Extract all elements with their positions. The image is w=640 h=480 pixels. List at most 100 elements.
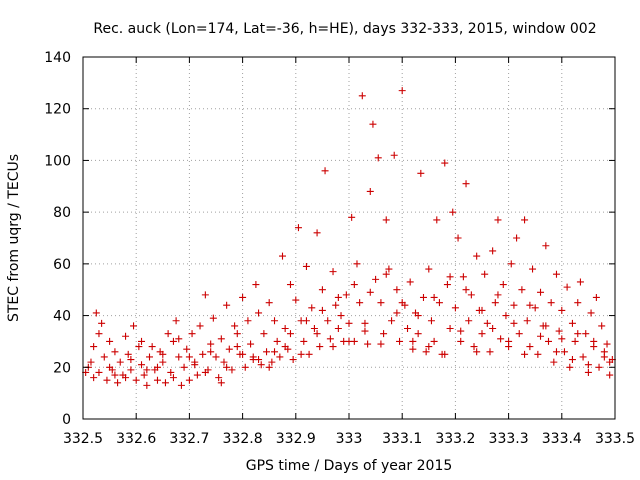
data-point (507, 260, 515, 268)
x-axis-label: GPS time / Days of year 2015 (246, 458, 453, 474)
data-point (233, 343, 241, 351)
x-tick-label: 332.8 (223, 431, 263, 447)
data-point (606, 358, 614, 366)
data-point (563, 283, 571, 291)
data-point (348, 213, 356, 221)
data-point (111, 348, 119, 356)
data-point (268, 358, 276, 366)
data-point (592, 293, 600, 301)
data-point (111, 371, 119, 379)
data-point (446, 325, 454, 332)
data-point (175, 335, 183, 343)
data-point (332, 301, 340, 309)
data-point (494, 291, 502, 299)
data-point (361, 327, 369, 335)
data-point (552, 270, 560, 278)
data-point (478, 330, 486, 338)
data-point (465, 317, 473, 325)
data-point (462, 286, 470, 294)
y-tick-label: 40 (53, 309, 71, 325)
data-point (305, 350, 313, 358)
data-point (510, 319, 518, 327)
data-point (106, 363, 114, 371)
data-point (185, 376, 193, 384)
data-point (342, 291, 350, 299)
data-point (590, 337, 598, 345)
data-point (95, 330, 103, 338)
data-point (441, 350, 449, 358)
data-point (531, 304, 539, 312)
data-point (103, 376, 111, 384)
chart-title: Rec. auck (Lon=174, Lat=-36, h=HE), days… (93, 21, 596, 37)
data-point (545, 337, 552, 345)
y-tick-label: 80 (53, 205, 71, 221)
data-point (414, 312, 422, 320)
data-point (318, 286, 326, 294)
data-point (98, 319, 106, 327)
data-point (505, 337, 513, 345)
data-point (132, 376, 140, 384)
data-point (180, 363, 188, 371)
data-point (297, 350, 305, 358)
data-point (603, 340, 611, 348)
data-point (425, 265, 433, 273)
data-point (574, 330, 582, 338)
data-point (271, 348, 279, 356)
data-point (106, 337, 114, 345)
data-point (529, 265, 537, 273)
data-point (377, 340, 385, 348)
data-point (406, 278, 414, 286)
data-point (489, 247, 497, 255)
data-point (127, 366, 135, 374)
data-point (595, 363, 603, 371)
data-point (433, 216, 441, 224)
data-point (188, 330, 196, 338)
data-point (478, 306, 486, 314)
data-point (100, 353, 108, 361)
data-point (247, 340, 255, 348)
data-point (547, 299, 555, 307)
data-point (260, 330, 268, 338)
x-tick-label: 333.2 (435, 431, 475, 447)
data-point (537, 332, 545, 340)
data-point (207, 340, 215, 348)
data-point (164, 330, 172, 338)
data-point (90, 374, 98, 382)
data-point (122, 332, 130, 340)
data-point (177, 381, 185, 389)
data-point (249, 353, 257, 361)
data-point (582, 330, 590, 338)
data-point (191, 361, 199, 369)
data-point (279, 252, 286, 260)
data-point (558, 335, 566, 343)
data-point (122, 374, 130, 382)
data-point (409, 337, 417, 345)
data-point (526, 301, 534, 309)
data-point (220, 358, 228, 366)
data-point (393, 309, 401, 317)
data-point (313, 229, 321, 237)
y-axis-label: STEC from uqrg / TECUs (6, 154, 22, 322)
data-point (127, 356, 135, 364)
data-point (393, 286, 401, 294)
data-point (457, 337, 465, 345)
data-point (324, 317, 332, 325)
data-point (382, 216, 390, 224)
data-point (571, 337, 579, 345)
data-point (515, 330, 523, 338)
x-tick-labels: 332.5 332.6 332.7 332.8 332.9 333 333.1 333.2 33… (63, 431, 635, 447)
y-tick-label: 100 (44, 153, 71, 169)
data-point (225, 345, 233, 353)
data-point (265, 363, 273, 371)
data-point (404, 325, 412, 332)
data-point (598, 322, 606, 330)
data-point (537, 288, 545, 296)
data-point (289, 356, 297, 364)
data-point (555, 327, 563, 335)
data-point (146, 353, 153, 361)
data-point (281, 325, 289, 332)
data-point (414, 330, 422, 338)
data-point (215, 374, 223, 382)
data-point (369, 120, 377, 128)
data-point (217, 335, 225, 343)
